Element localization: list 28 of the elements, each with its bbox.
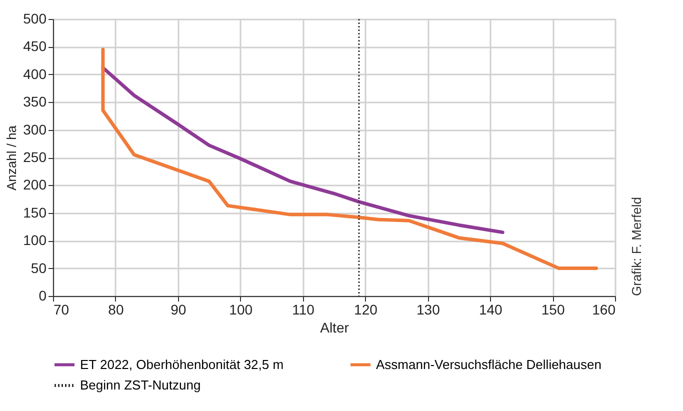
y-tick-label: 0 — [38, 288, 47, 304]
y-tick-label: 250 — [23, 149, 47, 165]
x-tick-label: 130 — [416, 302, 440, 318]
legend-label: Assmann-Versuchsfläche Delliehausen — [376, 356, 602, 372]
x-tick-label: 140 — [478, 302, 503, 318]
y-axis-title: Anzahl / ha — [4, 124, 20, 191]
y-tick-label: 150 — [23, 204, 47, 220]
y-tick-label: 300 — [23, 121, 47, 138]
x-tick-label: 150 — [541, 302, 565, 318]
x-tick-label: 160 — [592, 302, 616, 318]
y-tick-label: 400 — [23, 66, 47, 82]
y-tick-label: 100 — [23, 232, 47, 248]
text: Grafik: F. Merfeld — [629, 197, 644, 296]
x-tick-label: 100 — [229, 302, 253, 318]
y-tick-label: 350 — [23, 94, 47, 110]
legend-label: ET 2022, Oberhöhenbonität 32,5 m — [80, 356, 284, 372]
x-tick-label: 110 — [292, 302, 315, 318]
x-tick-label: 80 — [108, 302, 124, 318]
legend-label: Beginn ZST-Nutzung — [80, 378, 201, 392]
y-tick-label: 200 — [23, 176, 47, 193]
line-series — [101, 48, 598, 270]
y-tick-label: 450 — [23, 38, 47, 54]
x-axis-title: Alter — [320, 320, 350, 336]
y-tick-label: 50 — [30, 260, 47, 276]
x-tick-label: 120 — [354, 302, 378, 318]
x-tick-label: 90 — [170, 302, 186, 318]
x-tick-label: 70 — [54, 302, 70, 318]
y-tick-label: 500 — [23, 10, 47, 26]
